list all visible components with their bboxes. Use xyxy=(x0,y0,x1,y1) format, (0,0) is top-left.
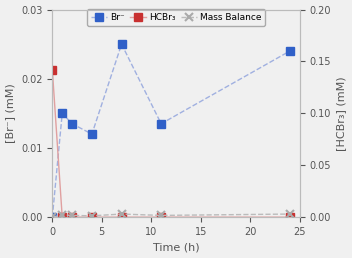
HCBr₃ xyxy=(159,216,163,219)
Mass Balance xyxy=(50,216,55,219)
Br⁻ xyxy=(50,216,55,219)
Br⁻ xyxy=(60,112,64,115)
HCBr₃ xyxy=(90,216,94,219)
Br⁻ xyxy=(288,50,292,53)
HCBr₃ xyxy=(70,216,74,219)
HCBr₃ xyxy=(119,216,124,219)
Br⁻ xyxy=(70,122,74,125)
Y-axis label: [HCBr₃] (mM): [HCBr₃] (mM) xyxy=(337,76,346,151)
Mass Balance xyxy=(119,213,124,216)
Mass Balance xyxy=(288,213,292,216)
Mass Balance xyxy=(159,214,163,217)
Legend: Br⁻, HCBr₃, Mass Balance: Br⁻, HCBr₃, Mass Balance xyxy=(87,9,265,26)
Br⁻ xyxy=(90,133,94,136)
X-axis label: Time (h): Time (h) xyxy=(153,243,199,252)
HCBr₃ xyxy=(60,216,64,219)
Br⁻ xyxy=(119,43,124,46)
HCBr₃ xyxy=(50,68,55,71)
Y-axis label: [Br⁻] (mM): [Br⁻] (mM) xyxy=(6,84,15,143)
Mass Balance xyxy=(90,214,94,217)
Line: Br⁻: Br⁻ xyxy=(48,40,294,221)
HCBr₃ xyxy=(288,216,292,219)
Br⁻ xyxy=(159,122,163,125)
Mass Balance xyxy=(70,214,74,217)
Line: Mass Balance: Mass Balance xyxy=(48,210,294,221)
Mass Balance xyxy=(60,213,64,216)
Line: HCBr₃: HCBr₃ xyxy=(48,66,294,221)
